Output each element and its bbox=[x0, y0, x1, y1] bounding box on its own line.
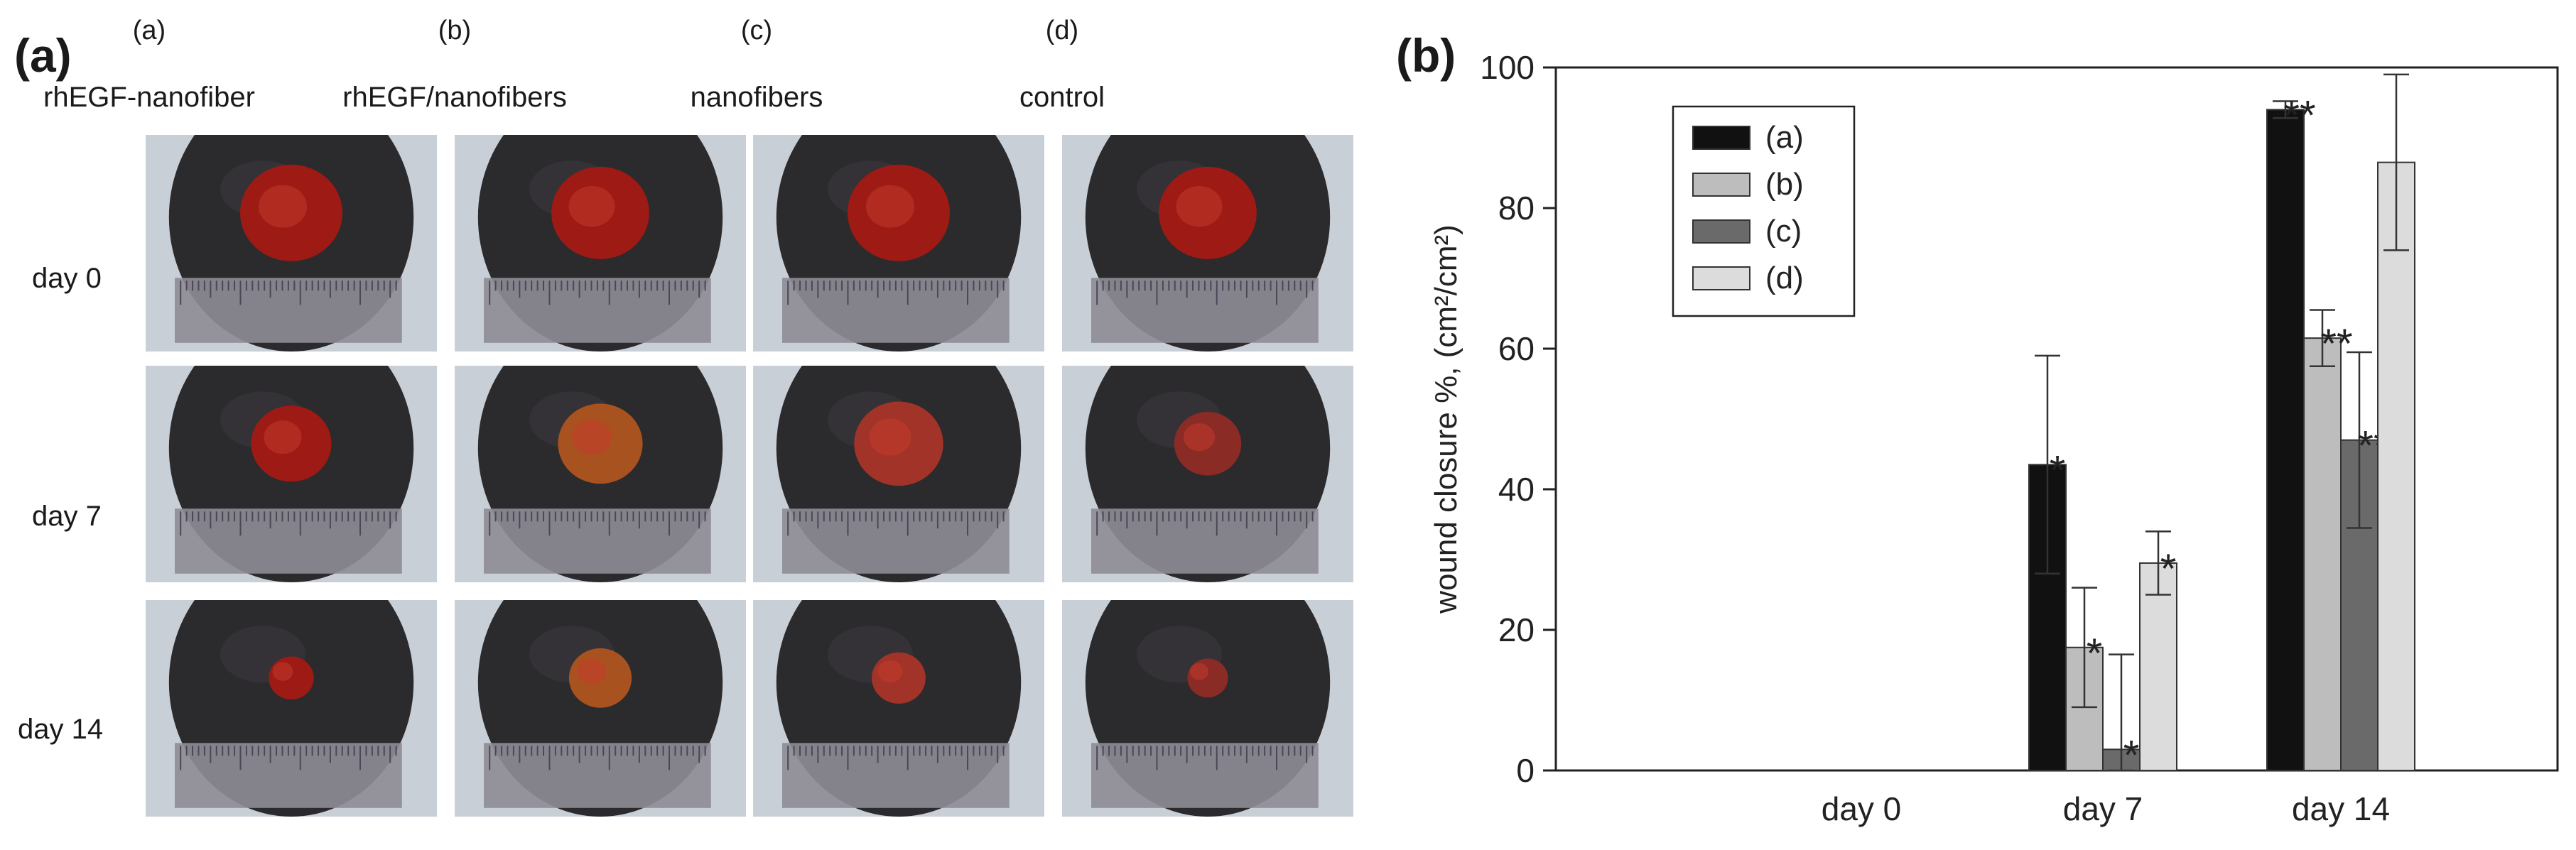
panel-b-letter: (b) bbox=[1396, 29, 1456, 82]
y-tick-label: 0 bbox=[1516, 752, 1535, 789]
significance-label: ** bbox=[2283, 92, 2315, 138]
wound-photo bbox=[1062, 600, 1353, 817]
row-label-day-14: day 14 bbox=[18, 714, 104, 745]
y-tick-label: 100 bbox=[1480, 49, 1535, 86]
bar bbox=[2303, 337, 2342, 771]
column-letter-a: (a) bbox=[132, 16, 166, 45]
bar bbox=[2377, 161, 2415, 771]
wound-photo bbox=[753, 135, 1044, 352]
column-letter-b: (b) bbox=[438, 16, 472, 45]
y-tick-label: 80 bbox=[1498, 190, 1535, 227]
y-axis-label: wound closure %, (cm²/cm²) bbox=[1429, 224, 1463, 614]
significance-label: * bbox=[2050, 447, 2066, 494]
row-label-day-0: day 0 bbox=[32, 263, 102, 294]
wound-photo bbox=[1062, 135, 1353, 352]
column-name-rhegf-nanofibers: rhEGF/nanofibers bbox=[342, 82, 567, 113]
wound-photo bbox=[146, 600, 437, 817]
wound-photo bbox=[455, 600, 746, 817]
column-letter-d: (d) bbox=[1045, 16, 1079, 45]
significance-label: * bbox=[2123, 732, 2140, 778]
significance-label: * bbox=[2087, 631, 2103, 677]
wound-photo bbox=[455, 366, 746, 582]
wound-photo bbox=[455, 135, 746, 352]
legend-label: (c) bbox=[1765, 214, 1802, 249]
x-tick-label: day 14 bbox=[2292, 790, 2390, 827]
column-name-rhegf-nanofiber: rhEGF-nanofiber bbox=[43, 82, 255, 113]
legend-swatch bbox=[1692, 219, 1750, 244]
wound-photo bbox=[146, 135, 437, 352]
y-tick-label: 20 bbox=[1498, 611, 1535, 648]
column-letter-c: (c) bbox=[740, 16, 773, 45]
wound-photo bbox=[753, 600, 1044, 817]
significance-label: ** bbox=[2320, 321, 2352, 367]
row-label-day-7: day 7 bbox=[32, 501, 102, 532]
legend-swatch bbox=[1692, 173, 1750, 197]
legend-label: (a) bbox=[1765, 120, 1804, 155]
wound-photo bbox=[146, 366, 437, 582]
wound-photo bbox=[1062, 366, 1353, 582]
legend-swatch bbox=[1692, 126, 1750, 150]
wound-photo bbox=[753, 366, 1044, 582]
x-tick-label: day 0 bbox=[1822, 790, 1902, 827]
significance-label: * bbox=[2160, 546, 2177, 592]
column-name-nanofibers: nanofibers bbox=[690, 82, 823, 113]
column-name-control: control bbox=[1019, 82, 1105, 113]
legend-label: (b) bbox=[1765, 167, 1804, 202]
wound-closure-bar-chart: 0 20 40 60 80 100 wound closure %, (cm²/cm²) da… bbox=[1429, 49, 2559, 827]
y-tick-label: 40 bbox=[1498, 471, 1535, 508]
panel-a-letter: (a) bbox=[14, 29, 72, 82]
bar bbox=[2266, 109, 2305, 771]
y-tick-label: 60 bbox=[1498, 330, 1535, 367]
x-tick-label: day 7 bbox=[2063, 790, 2143, 827]
legend-label: (d) bbox=[1765, 261, 1804, 295]
legend-swatch bbox=[1692, 266, 1750, 290]
